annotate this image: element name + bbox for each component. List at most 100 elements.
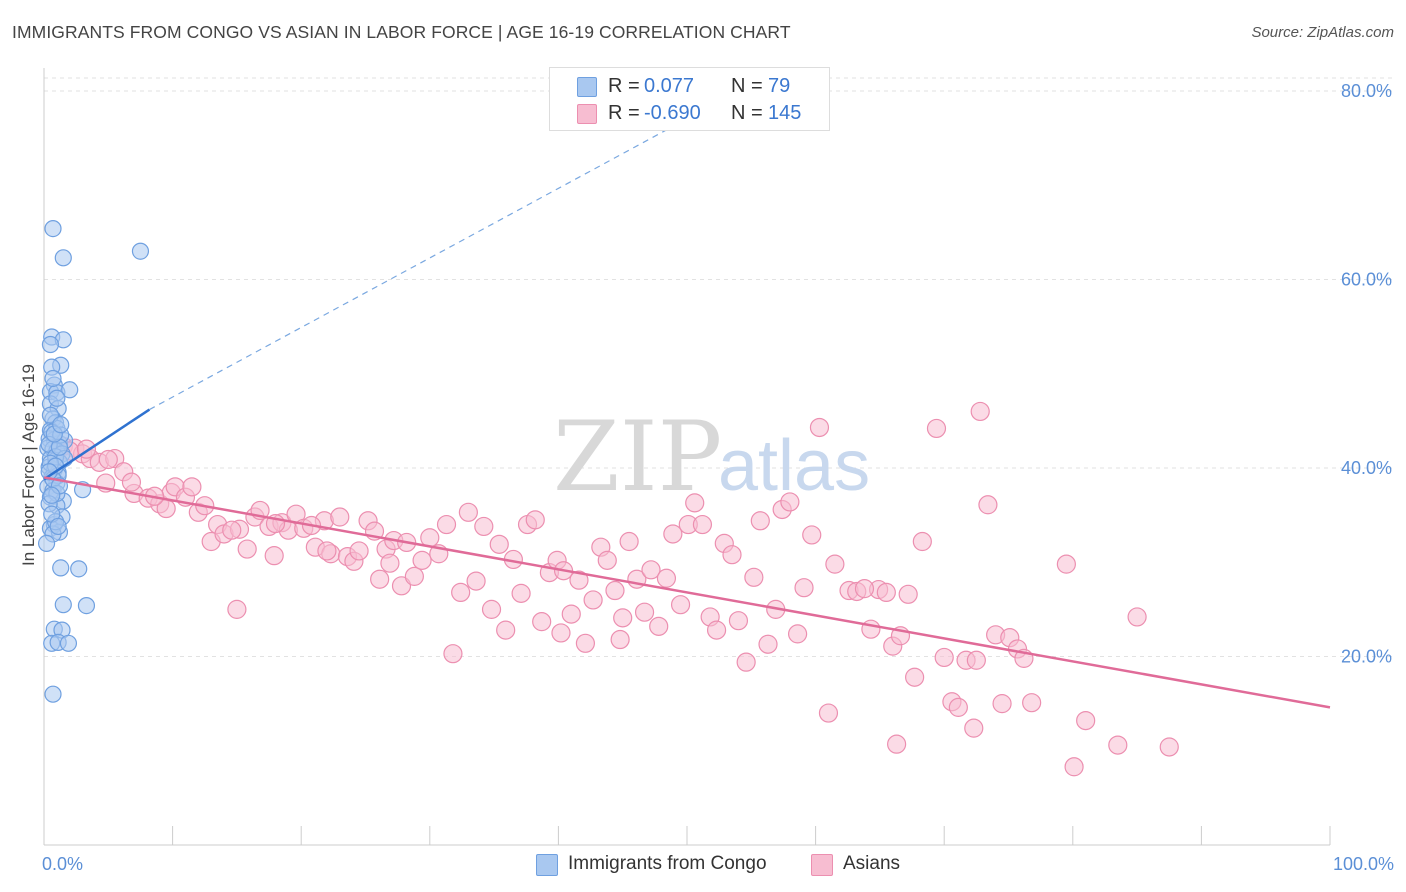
asian-point [561, 604, 581, 624]
asian-point [610, 629, 630, 650]
asian-point [466, 571, 486, 591]
asian-point [412, 550, 432, 570]
asian-point [1076, 710, 1096, 731]
asian-point [802, 525, 822, 545]
congo-point [41, 335, 60, 354]
asian-point [532, 612, 552, 632]
asian-point [1022, 693, 1042, 713]
y-tick-label: 80.0% [1341, 81, 1392, 101]
y-tick-label: 60.0% [1341, 270, 1392, 290]
y-tick-label: 40.0% [1341, 458, 1392, 478]
asian-point [489, 534, 509, 554]
asian-point [481, 599, 502, 619]
bottom-legend-label-congo: Immigrants from Congo [568, 853, 767, 874]
asian-point [436, 514, 457, 535]
congo-point [61, 381, 79, 399]
asian-point [121, 472, 142, 492]
bottom-legend-label-asians: Asians [843, 853, 901, 874]
congo-point [131, 242, 150, 260]
asian-point [780, 492, 800, 512]
asian-point [496, 620, 516, 640]
asian-point [818, 703, 839, 723]
asian-point [728, 611, 749, 631]
asian-point [825, 554, 845, 574]
asian-point [934, 647, 954, 668]
asian-point [474, 516, 494, 537]
asian-point [926, 418, 947, 439]
asian-point [706, 620, 727, 640]
congo-trend-line [43, 408, 151, 481]
asian-point [641, 560, 661, 580]
asian-point [656, 568, 677, 588]
asian-point [597, 550, 617, 570]
y-tick-label: 20.0% [1341, 647, 1392, 667]
asian-point [511, 583, 531, 603]
asian-point [227, 599, 247, 619]
asian-point [404, 566, 424, 586]
asian-point [685, 493, 705, 513]
asian-point [349, 541, 369, 561]
asian-point [1064, 757, 1084, 777]
legend-n-value: 145 [768, 102, 802, 124]
legend-n-value: 79 [768, 75, 791, 97]
legend-r-label: R = [608, 102, 640, 124]
congo-point [54, 596, 72, 614]
x-tick-label: 0.0% [42, 854, 83, 874]
asian-point [722, 545, 742, 565]
asian-point [575, 633, 596, 653]
asian-point [380, 553, 400, 573]
asian-point [887, 734, 907, 754]
congo-point [52, 559, 70, 577]
asian-point [966, 650, 986, 670]
asian-point [317, 541, 337, 561]
legend-n-label: N = [731, 75, 763, 97]
asian-point [736, 652, 756, 672]
congo-point [43, 486, 61, 504]
congo-point [44, 685, 62, 703]
asian-point [370, 569, 390, 589]
asian-point [750, 511, 770, 531]
asian-point [98, 449, 118, 470]
asian-point [619, 531, 639, 552]
asian-point [330, 507, 350, 527]
congo-point [44, 369, 62, 388]
bottom-legend-swatch-asians [811, 854, 833, 876]
congo-point [37, 534, 56, 553]
congo-point [77, 597, 96, 615]
asian-point [222, 520, 242, 540]
asian-point [898, 584, 918, 604]
watermark-atlas: atlas [718, 426, 870, 506]
asian-point [451, 582, 471, 603]
asian-point [964, 718, 984, 738]
legend-r-label: R = [608, 75, 640, 97]
grid-lines [44, 77, 1392, 657]
legend-swatch-asians [577, 104, 597, 124]
asian-point [649, 616, 669, 636]
legend-swatch-congo [577, 77, 597, 97]
asian-point [264, 546, 284, 566]
chart-title: IMMIGRANTS FROM CONGO VS ASIAN IN LABOR … [12, 22, 791, 42]
chart-source: Source: ZipAtlas.com [1251, 24, 1394, 41]
asian-point [443, 644, 463, 664]
asian-point [182, 477, 202, 497]
congo-trend-extension [149, 90, 739, 411]
asian-point [1127, 607, 1147, 627]
asian-point [912, 531, 932, 552]
congo-point [48, 389, 66, 407]
asian-point [634, 602, 655, 622]
legend: R = 0.077 N = 79 R = -0.690 N = 145 [549, 67, 830, 131]
x-tick-labels: 0.0% 100.0% [42, 854, 1394, 874]
asian-point [861, 619, 881, 639]
congo-point [59, 634, 78, 652]
y-tick-labels: 20.0% 40.0% 60.0% 80.0% [1341, 81, 1392, 667]
trend-lines [43, 90, 1331, 709]
legend-row-asians: R = -0.690 N = 145 [550, 100, 829, 126]
asian-point [809, 417, 830, 438]
asian-point [670, 595, 691, 615]
asian-point [978, 495, 998, 515]
asian-point [758, 634, 778, 654]
asian-point [948, 697, 968, 717]
asian-point [787, 624, 808, 644]
congo-point [54, 249, 72, 267]
